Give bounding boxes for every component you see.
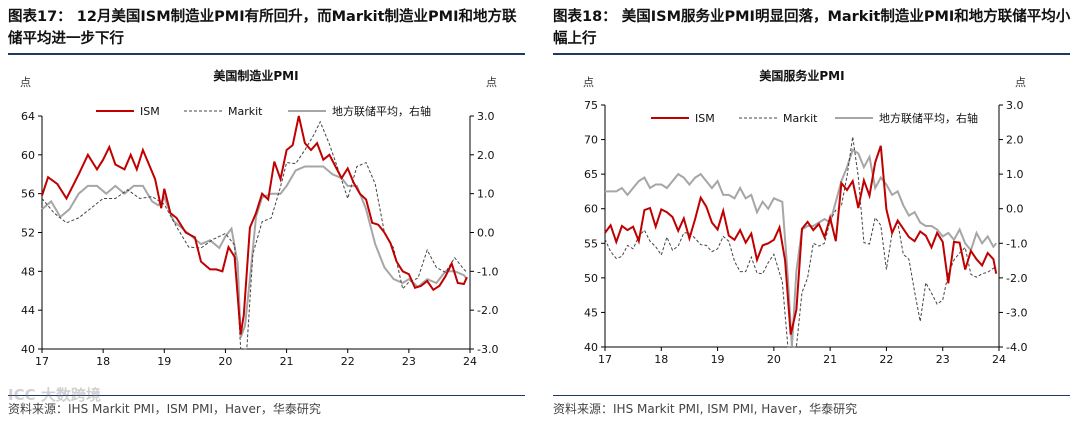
x-tick-label: 19 (157, 355, 171, 368)
right-tick-label: 3.0 (1006, 99, 1024, 112)
right-axis-unit: 点 (1015, 76, 1026, 89)
right-tick-label: 1.0 (1006, 168, 1024, 181)
right-tick-label: -1.0 (477, 265, 498, 278)
series-line-fed (41, 165, 468, 338)
left-tick-label: 70 (584, 134, 598, 147)
left-tick-label: 52 (21, 227, 35, 240)
left-tick-label: 50 (584, 272, 598, 285)
right-tick-label: 0.0 (1006, 203, 1024, 216)
legend-label-markit: Markit (783, 112, 818, 125)
right-tick-label: -4.0 (1006, 341, 1027, 354)
x-tick-label: 20 (218, 355, 232, 368)
left-tick-label: 48 (21, 265, 35, 278)
x-tick-label: 21 (823, 353, 837, 366)
manufacturing-pmi-chart: 美国制造业PMI 点 点 40 44 48 52 56 60 64 -3.0 -2.0 -1.0 0.0 1… (20, 68, 498, 368)
chart-panel-right: 图表18： 美国ISM服务业PMI明显回落，Markit制造业PMI和地方联储平… (553, 0, 1078, 421)
source-rule (553, 395, 1070, 396)
series-line-ism (604, 145, 998, 335)
series-line-ism (41, 115, 468, 335)
left-tick-label: 64 (21, 110, 35, 123)
x-tick-label: 20 (767, 353, 781, 366)
x-tick-label: 19 (711, 353, 725, 366)
services-pmi-chart: 美国服务业PMI 点 点 40 45 50 55 60 65 70 75 -4.0 -3.0 -2.0 -1… (583, 68, 1027, 366)
source-note: 资料来源：IHS Markit PMI，ISM PMI，Haver，华泰研究 (8, 402, 321, 416)
x-tick-label: 23 (402, 355, 416, 368)
right-tick-label: -3.0 (1006, 306, 1027, 319)
right-tick-label: 2.0 (477, 149, 495, 162)
right-tick-label: -3.0 (477, 343, 498, 356)
right-axis-unit: 点 (486, 76, 497, 89)
figure-title: 图表17： 12月美国ISM制造业PMI有所回升，而Markit制造业PMI和地… (8, 9, 517, 47)
x-tick-label: 17 (35, 355, 49, 368)
right-tick-label: 1.0 (477, 188, 495, 201)
legend-label-fed: 地方联储平均，右轴 (879, 111, 978, 125)
series-line-markit (41, 120, 468, 350)
left-tick-label: 55 (584, 237, 598, 250)
legend-label-markit: Markit (228, 105, 263, 118)
figure-title: 图表18： 美国ISM服务业PMI明显回落，Markit制造业PMI和地方联储平… (553, 9, 1071, 47)
left-tick-label: 44 (21, 304, 35, 317)
title-rule (553, 53, 1070, 55)
right-tick-label: 3.0 (477, 110, 495, 123)
left-tick-label: 40 (21, 343, 35, 356)
x-tick-label: 23 (936, 353, 950, 366)
left-tick-label: 60 (584, 203, 598, 216)
legend-label-fed: 地方联储平均，右轴 (332, 104, 431, 118)
source-rule (8, 395, 525, 396)
right-tick-label: -2.0 (477, 304, 498, 317)
watermark: ICC 大数跨境 (8, 386, 101, 404)
left-tick-label: 75 (584, 99, 598, 112)
right-tick-label: 0.0 (477, 227, 495, 240)
x-tick-label: 21 (280, 355, 294, 368)
legend-label-ism: ISM (140, 105, 160, 118)
left-axis-unit: 点 (583, 76, 594, 89)
chart-title: 美国制造业PMI (213, 68, 298, 83)
x-tick-label: 24 (463, 355, 477, 368)
left-tick-label: 60 (21, 149, 35, 162)
legend-label-ism: ISM (695, 112, 715, 125)
x-tick-label: 24 (992, 353, 1006, 366)
x-tick-label: 22 (879, 353, 893, 366)
right-tick-label: 2.0 (1006, 134, 1024, 147)
x-tick-label: 18 (654, 353, 668, 366)
left-axis-unit: 点 (20, 76, 31, 89)
left-tick-label: 40 (584, 341, 598, 354)
source-note: 资料来源：IHS Markit PMI, ISM PMI, Haver，华泰研究 (553, 402, 858, 416)
x-tick-label: 18 (96, 355, 110, 368)
chart-title: 美国服务业PMI (759, 68, 844, 83)
x-tick-label: 17 (598, 353, 612, 366)
x-tick-label: 22 (341, 355, 355, 368)
left-tick-label: 45 (584, 306, 598, 319)
left-tick-label: 65 (584, 168, 598, 181)
title-rule (8, 53, 525, 55)
right-tick-label: -1.0 (1006, 237, 1027, 250)
left-tick-label: 56 (21, 188, 35, 201)
chart-panel-left: 图表17： 12月美国ISM制造业PMI有所回升，而Markit制造业PMI和地… (8, 0, 533, 421)
right-tick-label: -2.0 (1006, 272, 1027, 285)
